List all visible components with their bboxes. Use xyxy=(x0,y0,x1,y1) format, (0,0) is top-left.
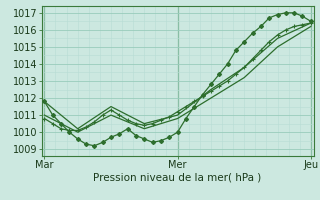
X-axis label: Pression niveau de la mer( hPa ): Pression niveau de la mer( hPa ) xyxy=(93,173,262,183)
